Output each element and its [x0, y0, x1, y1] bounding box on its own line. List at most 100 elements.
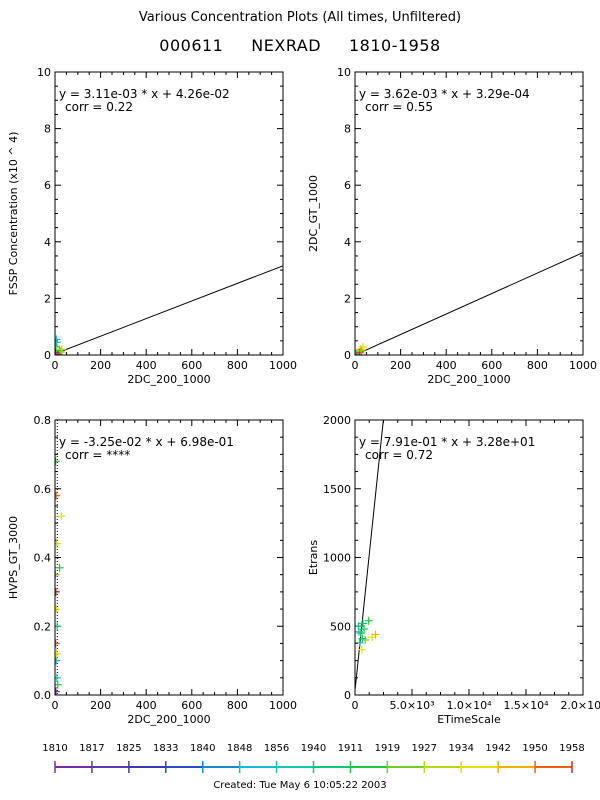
x-tick-label: 400: [436, 359, 457, 372]
x-tick-label: 200: [390, 359, 411, 372]
correlation-label: corr = 0.55: [365, 100, 433, 114]
y-tick-label: 4: [44, 236, 51, 249]
chart-panel-2: 0 200 400 600 800 1000 0 2 4 6 8 10 2DC_200_1000 2DC_…: [307, 66, 597, 386]
y-tick-label: 0.8: [34, 414, 52, 427]
data-point: [55, 539, 61, 548]
x-tick-label: 1.5×10⁴: [503, 699, 549, 712]
x-tick-label: 200: [90, 359, 111, 372]
data-point: [358, 343, 367, 352]
x-tick-label: 1000: [569, 359, 597, 372]
y-tick-label: 10: [337, 66, 351, 79]
data-point: [360, 625, 369, 633]
data-point: [55, 605, 61, 614]
colorbar-time-label: 1833: [153, 743, 178, 754]
colorbar-time-label: 1825: [116, 743, 141, 754]
y-tick-label: 0: [44, 349, 51, 362]
y-tick-label: 2: [44, 292, 51, 305]
plot-frame: [354, 71, 584, 356]
x-tick-label: 1.0×10⁴: [446, 699, 492, 712]
x-tick-label: 1000: [269, 359, 297, 372]
plot-data-area: [55, 265, 283, 355]
x-tick-label: 1000: [269, 699, 297, 712]
data-point: [355, 348, 364, 355]
x-tick-label: 0: [52, 699, 59, 712]
y-tick-label: 6: [44, 179, 51, 192]
plot-frame: [354, 419, 584, 696]
data-point: [57, 345, 66, 354]
y-tick-label: 6: [344, 179, 351, 192]
y-tick-label: 2: [344, 292, 351, 305]
y-axis-label: Etrans: [307, 540, 320, 575]
colorbar-time-label: 1940: [301, 743, 326, 754]
data-point: [55, 335, 61, 344]
colorbar-time-label: 1942: [485, 743, 510, 754]
x-tick-label: 800: [527, 359, 548, 372]
y-tick-label: 1000: [323, 552, 351, 565]
correlation-label: corr = 0.22: [65, 100, 133, 114]
x-tick-label: 600: [481, 359, 502, 372]
x-axis-label: ETimeScale: [437, 713, 501, 726]
colorbar-time-label: 1958: [559, 743, 584, 754]
plot-data-area: [355, 420, 384, 691]
colorbar-time-label: 1950: [522, 743, 547, 754]
x-tick-label: 5.0×10³: [389, 699, 434, 712]
data-point: [355, 627, 363, 636]
x-tick-label: 0: [52, 359, 59, 372]
data-point: [358, 634, 367, 643]
y-tick-label: 1500: [323, 483, 351, 496]
data-point: [364, 616, 373, 625]
colorbar-time-label: 1911: [338, 743, 363, 754]
x-axis-label: 2DC_200_1000: [127, 373, 210, 386]
page-title: Various Concentration Plots (All times, …: [138, 10, 462, 25]
page-subtitle: 000611 NEXRAD 1810-1958: [159, 36, 441, 55]
x-tick-label: 800: [227, 699, 248, 712]
colorbar-time-label: 1927: [412, 743, 437, 754]
fit-equation: y = -3.25e-02 * x + 6.98e-01: [59, 435, 234, 449]
colorbar-time-label: 1919: [375, 743, 400, 754]
x-tick-label: 800: [227, 359, 248, 372]
y-axis-label: HVPS_GT_3000: [7, 516, 20, 599]
y-tick-label: 0.4: [34, 552, 52, 565]
x-axis-label: 2DC_200_1000: [427, 373, 510, 386]
y-tick-label: 0.0: [34, 689, 52, 702]
chart-panel-1: 0 200 400 600 800 1000 0 2 4 6 8 10 2DC_200_1000 FSSP…: [7, 66, 297, 386]
y-tick-label: 4: [344, 236, 351, 249]
y-tick-label: 0: [344, 349, 351, 362]
plot-data-area: [55, 420, 66, 695]
y-tick-label: 8: [344, 123, 351, 136]
chart-panel-4: 0 5.0×10³ 1.0×10⁴ 1.5×10⁴ 2.0×10⁴ 0 500 1000 150…: [307, 414, 600, 726]
data-point: [55, 639, 60, 648]
y-axis-label: FSSP Concentration (x10 ^ 4): [7, 132, 20, 296]
chart-panel-3: 0 200 400 600 800 1000 0.0 0.2 0.4 0.6 0.8 2DC_200_…: [7, 414, 297, 726]
fit-line: [355, 252, 583, 355]
data-point: [358, 619, 367, 628]
x-tick-label: 0: [352, 359, 359, 372]
correlation-label: corr = ****: [65, 448, 130, 462]
correlation-label: corr = 0.72: [365, 448, 433, 462]
data-point: [55, 491, 61, 500]
data-point: [55, 649, 61, 658]
data-point: [357, 346, 366, 355]
data-point: [55, 687, 60, 695]
data-point: [55, 587, 60, 596]
created-timestamp: Created: Tue May 6 10:05:22 2003: [213, 780, 387, 791]
time-colorbar: 1810 1817 1825 1833 1840 1848 1856 1940 1911 1919…: [42, 743, 585, 773]
x-tick-label: 0: [352, 699, 359, 712]
data-point: [57, 512, 66, 521]
y-axis-label: 2DC_GT_1000: [307, 175, 320, 252]
data-point: [371, 630, 380, 639]
x-tick-label: 600: [181, 699, 202, 712]
y-tick-label: 0.2: [34, 620, 52, 633]
colorbar-time-label: 1817: [79, 743, 104, 754]
colorbar-time-label: 1810: [42, 743, 67, 754]
plot-data-area: [355, 252, 583, 355]
data-point: [55, 656, 61, 665]
colorbar-time-label: 1840: [190, 743, 215, 754]
plot-frame: [54, 419, 284, 696]
colorbar-time-label: 1856: [264, 743, 289, 754]
data-point: [55, 563, 64, 572]
data-point: [355, 638, 364, 647]
y-tick-label: 10: [37, 66, 51, 79]
x-tick-label: 400: [136, 359, 157, 372]
